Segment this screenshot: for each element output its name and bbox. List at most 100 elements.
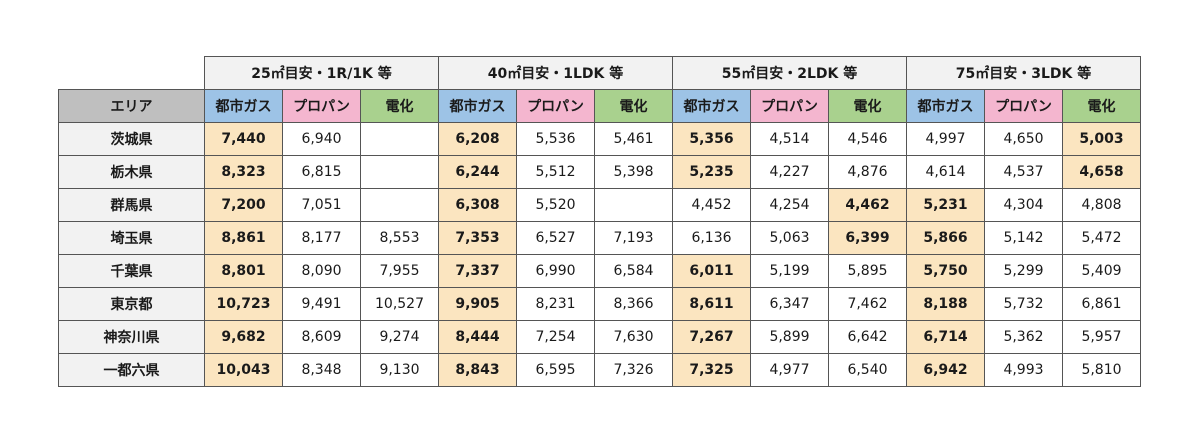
propane-header: プロパン (984, 89, 1063, 123)
value-cell: 6,540 (828, 353, 907, 387)
value-cell: 4,614 (906, 155, 985, 189)
prefecture-cell: 神奈川県 (58, 320, 205, 354)
value-cell: 5,231 (906, 188, 985, 222)
value-cell: 7,267 (672, 320, 751, 354)
electric-header: 電化 (1062, 89, 1141, 123)
value-cell: 8,188 (906, 287, 985, 321)
group-header-55: 55㎡目安・2LDK 等 (672, 56, 907, 90)
prefecture-cell: 栃木県 (58, 155, 205, 189)
value-cell: 6,861 (1062, 287, 1141, 321)
value-cell: 7,955 (360, 254, 439, 288)
value-cell: 5,536 (516, 122, 595, 156)
electric-header: 電化 (828, 89, 907, 123)
value-cell: 4,462 (828, 188, 907, 222)
value-cell: 4,254 (750, 188, 829, 222)
value-cell: 4,650 (984, 122, 1063, 156)
value-cell: 4,993 (984, 353, 1063, 387)
value-cell: 6,940 (282, 122, 361, 156)
value-cell: 4,997 (906, 122, 985, 156)
value-cell: 8,231 (516, 287, 595, 321)
value-cell: 8,177 (282, 221, 361, 255)
value-cell: 5,472 (1062, 221, 1141, 255)
prefecture-cell: 千葉県 (58, 254, 205, 288)
table-row: 栃木県 8,323 6,815 6,244 5,512 5,398 5,235 4,227 4,… (58, 155, 1141, 189)
value-cell: 5,899 (750, 320, 829, 354)
gas-header: 都市ガス (906, 89, 985, 123)
value-cell: 4,546 (828, 122, 907, 156)
value-cell: 8,861 (204, 221, 283, 255)
value-cell: 10,043 (204, 353, 283, 387)
value-cell: 5,810 (1062, 353, 1141, 387)
value-cell: 5,356 (672, 122, 751, 156)
value-cell: 6,399 (828, 221, 907, 255)
value-cell: 5,520 (516, 188, 595, 222)
value-cell: 5,063 (750, 221, 829, 255)
value-cell: 6,642 (828, 320, 907, 354)
value-cell: 6,308 (438, 188, 517, 222)
value-cell (360, 188, 439, 222)
value-cell: 5,461 (594, 122, 673, 156)
subheader-row: エリア 都市ガス プロパン 電化 都市ガス プロパン 電化 都市ガス プロパン … (58, 89, 1141, 123)
group-header-75: 75㎡目安・3LDK 等 (906, 56, 1141, 90)
area-header: エリア (58, 89, 205, 123)
value-cell: 8,843 (438, 353, 517, 387)
table-row: 一都六県 10,043 8,348 9,130 8,843 6,595 7,326 7,325… (58, 353, 1141, 387)
corner-cell (58, 56, 205, 90)
value-cell: 8,801 (204, 254, 283, 288)
value-cell: 4,304 (984, 188, 1063, 222)
group-header-row: 25㎡目安・1R/1K 等 40㎡目安・1LDK 等 55㎡目安・2LDK 等 … (58, 56, 1141, 90)
value-cell: 10,527 (360, 287, 439, 321)
value-cell: 6,244 (438, 155, 517, 189)
value-cell: 9,905 (438, 287, 517, 321)
group-header-40: 40㎡目安・1LDK 等 (438, 56, 673, 90)
prefecture-cell: 群馬県 (58, 188, 205, 222)
table-row: 茨城県 7,440 6,940 6,208 5,536 5,461 5,356 4,514 4,… (58, 122, 1141, 156)
value-cell: 8,090 (282, 254, 361, 288)
value-cell: 8,444 (438, 320, 517, 354)
value-cell: 6,347 (750, 287, 829, 321)
value-cell: 7,326 (594, 353, 673, 387)
value-cell: 7,440 (204, 122, 283, 156)
propane-header: プロパン (282, 89, 361, 123)
value-cell: 5,732 (984, 287, 1063, 321)
value-cell: 5,142 (984, 221, 1063, 255)
value-cell: 5,299 (984, 254, 1063, 288)
gas-header: 都市ガス (204, 89, 283, 123)
gas-header: 都市ガス (672, 89, 751, 123)
group-header-25: 25㎡目安・1R/1K 等 (204, 56, 439, 90)
electric-header: 電化 (360, 89, 439, 123)
value-cell: 6,942 (906, 353, 985, 387)
table-row: 埼玉県 8,861 8,177 8,553 7,353 6,527 7,193 6,136 5,… (58, 221, 1141, 255)
value-cell: 7,254 (516, 320, 595, 354)
prefecture-cell: 一都六県 (58, 353, 205, 387)
value-cell: 9,130 (360, 353, 439, 387)
table-row: 群馬県 7,200 7,051 6,308 5,520 4,452 4,254 4,462 5,… (58, 188, 1141, 222)
value-cell: 8,611 (672, 287, 751, 321)
value-cell: 4,977 (750, 353, 829, 387)
value-cell: 7,630 (594, 320, 673, 354)
value-cell: 5,235 (672, 155, 751, 189)
table-row: 千葉県 8,801 8,090 7,955 7,337 6,990 6,584 6,011 5,… (58, 254, 1141, 288)
gas-header: 都市ガス (438, 89, 517, 123)
value-cell: 6,714 (906, 320, 985, 354)
value-cell: 4,227 (750, 155, 829, 189)
value-cell: 6,990 (516, 254, 595, 288)
propane-header: プロパン (750, 89, 829, 123)
value-cell: 8,366 (594, 287, 673, 321)
value-cell: 6,527 (516, 221, 595, 255)
value-cell: 5,398 (594, 155, 673, 189)
value-cell: 6,011 (672, 254, 751, 288)
value-cell: 4,537 (984, 155, 1063, 189)
value-cell: 5,750 (906, 254, 985, 288)
propane-header: プロパン (516, 89, 595, 123)
table-body: 茨城県 7,440 6,940 6,208 5,536 5,461 5,356 4,514 4,… (58, 122, 1141, 387)
value-cell: 5,512 (516, 155, 595, 189)
value-cell: 9,682 (204, 320, 283, 354)
value-cell: 9,274 (360, 320, 439, 354)
value-cell: 6,208 (438, 122, 517, 156)
value-cell: 6,595 (516, 353, 595, 387)
value-cell: 6,815 (282, 155, 361, 189)
value-cell: 4,658 (1062, 155, 1141, 189)
value-cell: 8,348 (282, 353, 361, 387)
value-cell: 5,866 (906, 221, 985, 255)
